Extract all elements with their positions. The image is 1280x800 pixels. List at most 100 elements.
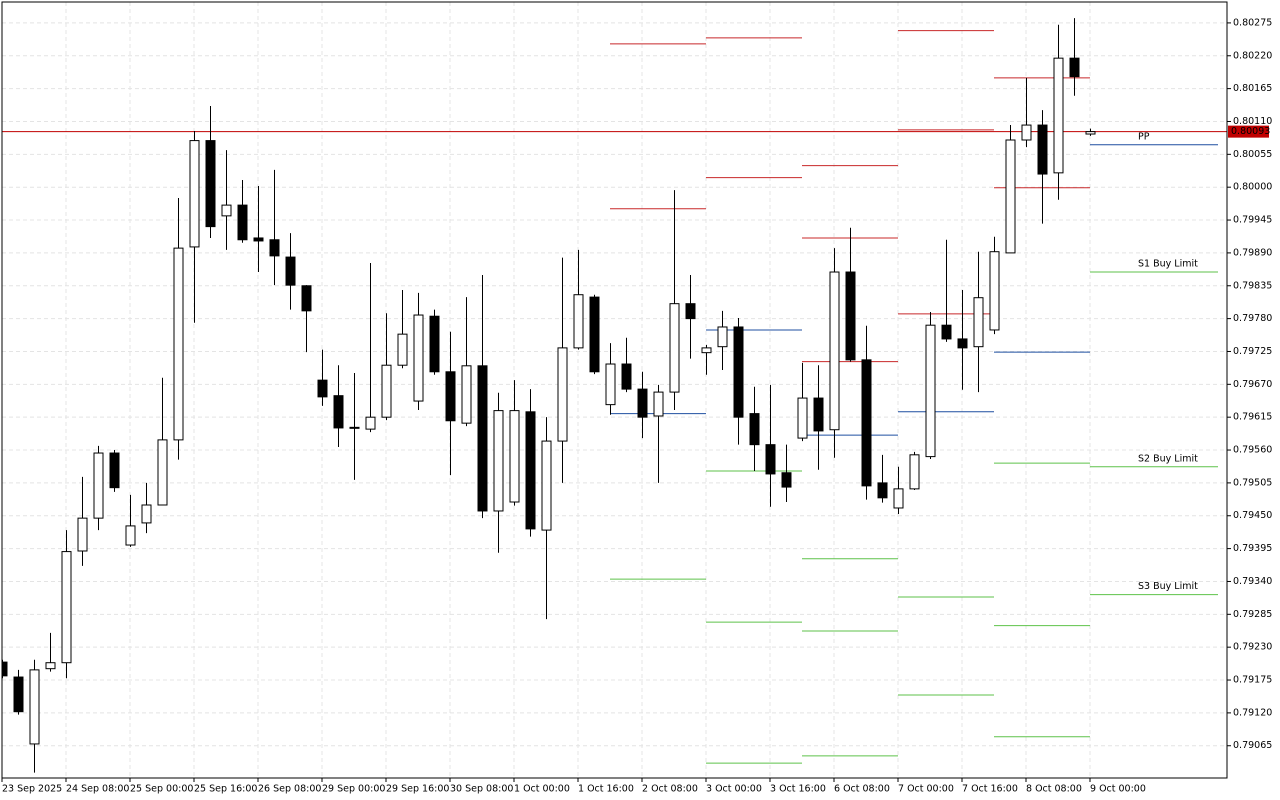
x-tick-label: 29 Sep 16:00: [386, 784, 449, 795]
candle-body: [93, 452, 104, 519]
candle-body: [381, 364, 392, 418]
last-price-box: [1228, 125, 1269, 138]
y-tick-label: 0.79285: [1233, 609, 1272, 620]
candle-body: [253, 237, 264, 242]
candle-body: [989, 251, 1000, 331]
candle-body: [1037, 124, 1048, 175]
y-tick-label: 0.79835: [1233, 280, 1272, 291]
x-tick-label: 30 Sep 08:00: [450, 784, 513, 795]
candle-body: [765, 444, 776, 475]
x-tick-label: 6 Oct 08:00: [834, 784, 890, 795]
y-tick-label: 0.79175: [1233, 675, 1272, 686]
candle-body: [1069, 57, 1080, 78]
y-tick-label: 0.79890: [1233, 247, 1272, 258]
candle-body: [685, 303, 696, 320]
y-tick-label: 0.79670: [1233, 379, 1272, 390]
candle-body: [29, 669, 40, 745]
x-tick-label: 8 Oct 08:00: [1026, 784, 1082, 795]
y-tick-label: 0.79780: [1233, 313, 1272, 324]
x-tick-label: 1 Oct 16:00: [578, 784, 634, 795]
y-tick-label: 0.79450: [1233, 510, 1272, 521]
candle-body: [173, 247, 184, 441]
pivot-label: PP: [1138, 131, 1150, 142]
candle-body: [813, 397, 824, 432]
candle-body: [717, 326, 728, 348]
candle-body: [749, 413, 760, 446]
candle-body: [141, 504, 152, 524]
y-tick-label: 0.79065: [1233, 740, 1272, 751]
support-label: S1 Buy Limit: [1138, 259, 1198, 270]
candle-body: [509, 410, 520, 503]
y-tick-label: 0.80220: [1233, 50, 1272, 61]
y-tick-label: 0.80275: [1233, 17, 1272, 28]
candle-body: [973, 297, 984, 348]
candle-body: [797, 397, 808, 439]
y-tick-label: 0.79340: [1233, 576, 1272, 587]
y-tick-label: 0.79615: [1233, 412, 1272, 423]
candle-body: [413, 314, 424, 402]
candle-body: [845, 271, 856, 361]
x-tick-label: 9 Oct 00:00: [1090, 784, 1146, 795]
candle-body: [909, 454, 920, 490]
candle-body: [877, 482, 888, 499]
candle-body: [653, 391, 664, 417]
candle-body: [733, 326, 744, 418]
candle-body: [349, 426, 360, 429]
candle-body: [317, 379, 328, 398]
y-tick-label: 0.80055: [1233, 149, 1272, 160]
plot-frame: [1, 1, 1228, 779]
x-tick-label: 3 Oct 16:00: [770, 784, 826, 795]
candle-body: [621, 363, 632, 390]
y-tick-label: 0.80000: [1233, 182, 1272, 193]
candle-body: [157, 439, 168, 506]
x-tick-label: 26 Sep 08:00: [258, 784, 321, 795]
candle-body: [493, 410, 504, 512]
x-tick-label: 25 Sep 00:00: [130, 784, 193, 795]
y-tick-label: 0.80165: [1233, 83, 1272, 94]
candle-body: [237, 204, 248, 241]
candle-body: [445, 371, 456, 422]
candle-body: [589, 296, 600, 373]
y-tick-label: 0.79725: [1233, 346, 1272, 357]
axes: 0.80275 0.80220 0.80165 0.80110 0.80055 0.800…: [1, 17, 1272, 795]
candle-body: [957, 338, 968, 349]
y-tick-label: 0.79120: [1233, 707, 1272, 718]
candle-body: [301, 285, 312, 312]
candle-body: [477, 365, 488, 512]
candle-body: [861, 359, 872, 487]
candle-body: [541, 440, 552, 531]
support-label: S2 Buy Limit: [1138, 453, 1198, 464]
candle-body: [893, 488, 904, 509]
candle-body: [1085, 131, 1096, 135]
y-tick-label: 0.79505: [1233, 477, 1272, 488]
x-tick-label: 25 Sep 16:00: [194, 784, 257, 795]
candle-body: [109, 452, 120, 489]
candle-body: [925, 324, 936, 458]
candle-body: [269, 239, 280, 257]
x-tick-label: 24 Sep 08:00: [66, 784, 129, 795]
candle-body: [941, 324, 952, 340]
x-tick-label: 1 Oct 00:00: [514, 784, 570, 795]
y-tick-label: 0.79230: [1233, 642, 1272, 653]
candle-body: [1053, 57, 1064, 174]
candle-body: [1005, 139, 1016, 254]
candle-body: [221, 204, 232, 217]
candle-body: [205, 140, 216, 228]
candle-body: [781, 472, 792, 488]
x-tick-label: 7 Oct 16:00: [962, 784, 1018, 795]
candle-body: [1021, 124, 1032, 141]
x-tick-label: 29 Sep 00:00: [322, 784, 385, 795]
candle-body: [365, 416, 376, 430]
x-tick-label: 2 Oct 08:00: [642, 784, 698, 795]
candle-body: [189, 140, 200, 248]
candle-body: [461, 365, 472, 424]
candle-body: [701, 347, 712, 354]
candle-body: [77, 517, 88, 552]
candle-body: [557, 347, 568, 442]
y-tick-label: 0.79395: [1233, 543, 1272, 554]
x-tick-label: 23 Sep 2025: [2, 784, 62, 795]
candle-body: [605, 363, 616, 406]
x-tick-label: 7 Oct 00:00: [898, 784, 954, 795]
